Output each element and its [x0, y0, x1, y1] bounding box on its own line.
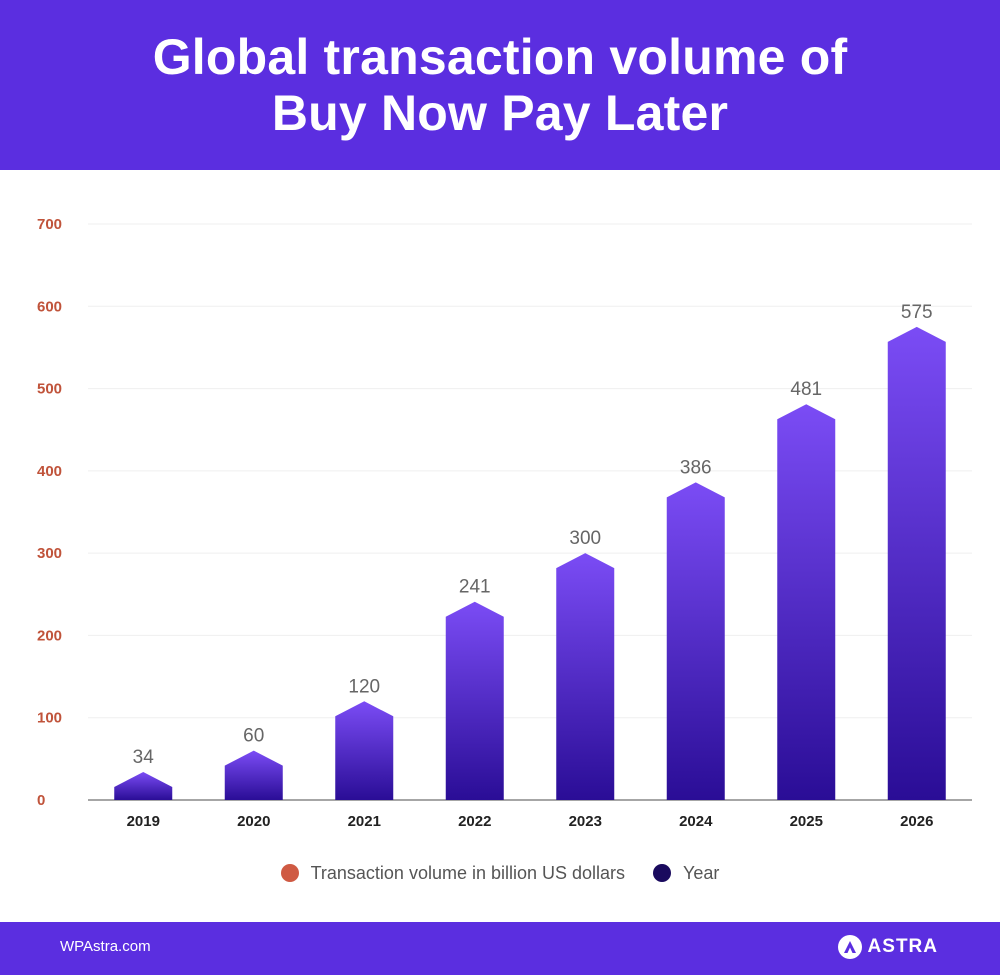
y-tick-label-700: 700 — [37, 216, 62, 233]
data-label-2022: 241 — [459, 577, 491, 598]
bar-2022 — [445, 601, 504, 800]
data-label-2020: 60 — [243, 726, 264, 747]
bar-2023 — [556, 553, 615, 800]
legend-label-volume: Transaction volume in billion US dollars — [310, 862, 626, 883]
bar-chart: 0 100 200 300 400 500 600 700 34 2019 60 2020 120 202… — [37, 216, 972, 830]
bar-2020 — [224, 750, 283, 800]
astra-logo-icon — [837, 935, 862, 959]
bar-2024 — [666, 482, 725, 800]
bar-2019 — [114, 772, 173, 800]
y-tick-label-500: 500 — [37, 381, 62, 398]
source-link[interactable]: WPAstra.com — [60, 938, 151, 955]
bar-2026 — [887, 326, 946, 800]
y-tick-label-300: 300 — [37, 545, 62, 562]
x-tick-label-2025: 2025 — [790, 813, 823, 830]
legend-label-year: Year — [683, 862, 720, 883]
x-tick-label-2022: 2022 — [458, 813, 491, 830]
brand-logo: ASTRA — [837, 935, 938, 959]
data-label-2019: 34 — [133, 747, 155, 768]
legend-swatch-year — [653, 864, 672, 882]
y-tick-label-0: 0 — [37, 792, 45, 809]
x-tick-label-2026: 2026 — [900, 813, 933, 830]
header-banner: Global transaction volume of Buy Now Pay… — [0, 0, 1000, 170]
legend-item-year[interactable]: Year — [653, 863, 719, 884]
y-tick-label-200: 200 — [37, 627, 62, 644]
legend: Transaction volume in billion US dollars… — [0, 858, 1000, 888]
y-tick-label-100: 100 — [37, 710, 62, 727]
chart-title: Global transaction volume of Buy Now Pay… — [152, 29, 848, 141]
bar-2021 — [335, 701, 394, 800]
x-tick-label-2024: 2024 — [679, 813, 713, 830]
data-label-2025: 481 — [790, 379, 822, 400]
footer-bar: WPAstra.com ASTRA — [0, 922, 1000, 975]
data-label-2023: 300 — [569, 528, 601, 549]
x-tick-label-2021: 2021 — [348, 813, 381, 830]
data-label-2021: 120 — [348, 676, 380, 697]
data-label-2026: 575 — [901, 302, 933, 323]
bar-2025 — [777, 404, 836, 800]
brand-name: ASTRA — [867, 936, 938, 957]
legend-item-volume[interactable]: Transaction volume in billion US dollars — [280, 862, 626, 884]
x-tick-label-2019: 2019 — [127, 813, 160, 830]
x-tick-label-2023: 2023 — [569, 813, 602, 830]
legend-swatch-volume — [280, 864, 299, 882]
x-tick-label-2020: 2020 — [237, 813, 270, 830]
y-tick-label-600: 600 — [37, 298, 62, 315]
data-label-2024: 386 — [680, 457, 712, 478]
y-tick-label-400: 400 — [37, 463, 62, 480]
